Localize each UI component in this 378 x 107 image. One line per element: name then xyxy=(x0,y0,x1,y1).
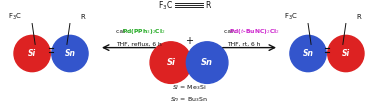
Text: Si: Si xyxy=(28,49,36,58)
Ellipse shape xyxy=(290,35,326,72)
Text: $\mathit{Si}$ = Me$_3$Si: $\mathit{Si}$ = Me$_3$Si xyxy=(172,83,206,92)
Text: cat.: cat. xyxy=(116,29,130,33)
Text: THF, rt, 6 h: THF, rt, 6 h xyxy=(227,42,260,47)
Text: Pd(PPh$_3$)$_2$Cl$_2$: Pd(PPh$_3$)$_2$Cl$_2$ xyxy=(122,27,166,36)
Text: R: R xyxy=(205,1,211,10)
Text: F$_3$C: F$_3$C xyxy=(158,0,173,12)
Ellipse shape xyxy=(52,35,88,72)
Text: Sn: Sn xyxy=(65,49,75,58)
Ellipse shape xyxy=(328,35,364,72)
Text: THF, reflux, 6 h: THF, reflux, 6 h xyxy=(116,42,162,47)
Text: +: + xyxy=(185,36,193,46)
Text: Si: Si xyxy=(342,49,350,58)
Text: Sn: Sn xyxy=(201,58,213,67)
Ellipse shape xyxy=(150,42,192,83)
Text: R: R xyxy=(81,14,85,20)
Text: F$_3$C: F$_3$C xyxy=(284,12,297,22)
Text: cat.: cat. xyxy=(224,29,237,33)
Text: Sn: Sn xyxy=(303,49,313,58)
Text: Pd($t$-BuNC)$_2$Cl$_2$: Pd($t$-BuNC)$_2$Cl$_2$ xyxy=(229,27,280,36)
Ellipse shape xyxy=(186,42,228,83)
Text: F$_3$C: F$_3$C xyxy=(8,12,22,22)
Ellipse shape xyxy=(14,35,50,72)
Text: $\mathit{Sn}$ = Bu$_3$Sn: $\mathit{Sn}$ = Bu$_3$Sn xyxy=(170,96,208,105)
Text: Si: Si xyxy=(166,58,175,67)
Text: R: R xyxy=(356,14,361,20)
